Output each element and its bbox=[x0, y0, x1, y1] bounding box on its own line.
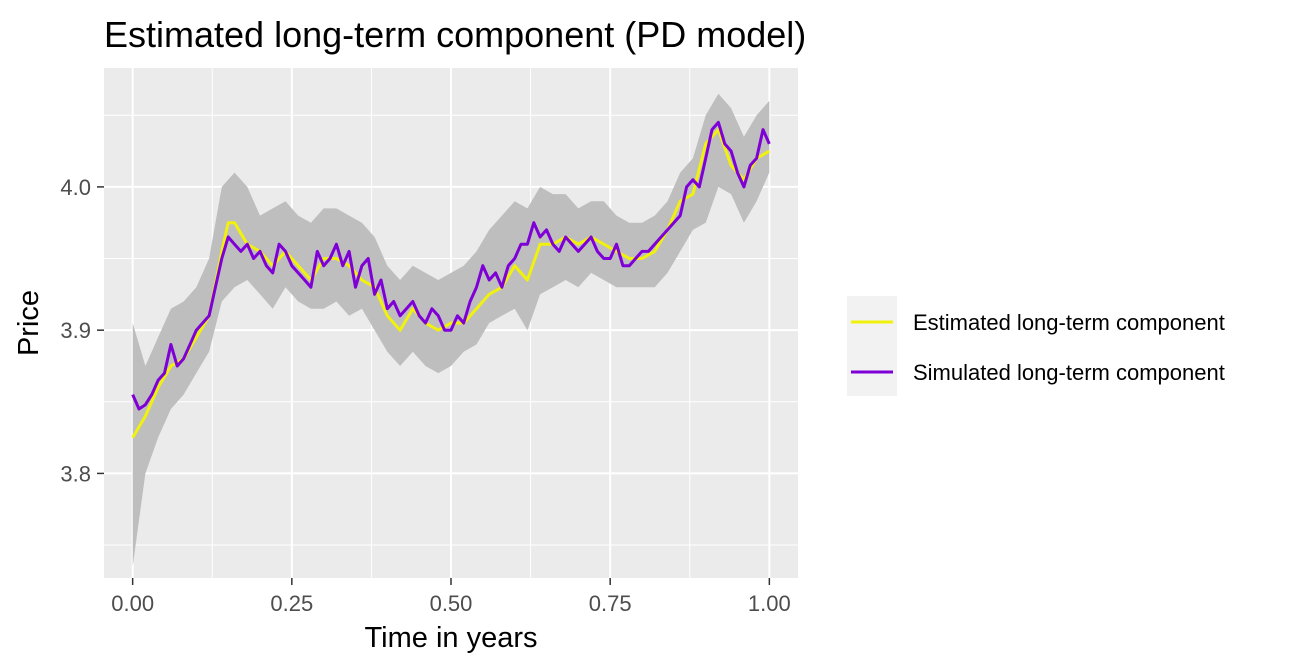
y-tick-label: 3.9 bbox=[60, 318, 91, 343]
chart-title: Estimated long-term component (PD model) bbox=[104, 14, 806, 55]
y-tick-label: 3.8 bbox=[60, 461, 91, 486]
series-layer bbox=[131, 120, 771, 439]
x-tick-label: 1.00 bbox=[748, 591, 791, 616]
y-axis-title: Price bbox=[13, 290, 45, 356]
x-tick-label: 0.75 bbox=[589, 591, 632, 616]
legend-label-estimated: Estimated long-term component bbox=[913, 310, 1225, 335]
x-tick-label: 0.50 bbox=[430, 591, 473, 616]
series-line-simulated bbox=[131, 120, 771, 411]
x-tick-label: 0.00 bbox=[111, 591, 154, 616]
x-axis: 0.00 0.25 0.50 0.75 1.00 bbox=[111, 578, 791, 616]
legend-key-background bbox=[847, 296, 897, 396]
legend: Estimated long-term component Simulated … bbox=[847, 296, 1225, 396]
legend-label-simulated: Simulated long-term component bbox=[913, 360, 1225, 385]
y-tick-label: 4.0 bbox=[60, 175, 91, 200]
y-axis: 3.8 3.9 4.0 bbox=[60, 175, 104, 486]
x-axis-title: Time in years bbox=[365, 622, 538, 654]
x-tick-label: 0.25 bbox=[270, 591, 313, 616]
